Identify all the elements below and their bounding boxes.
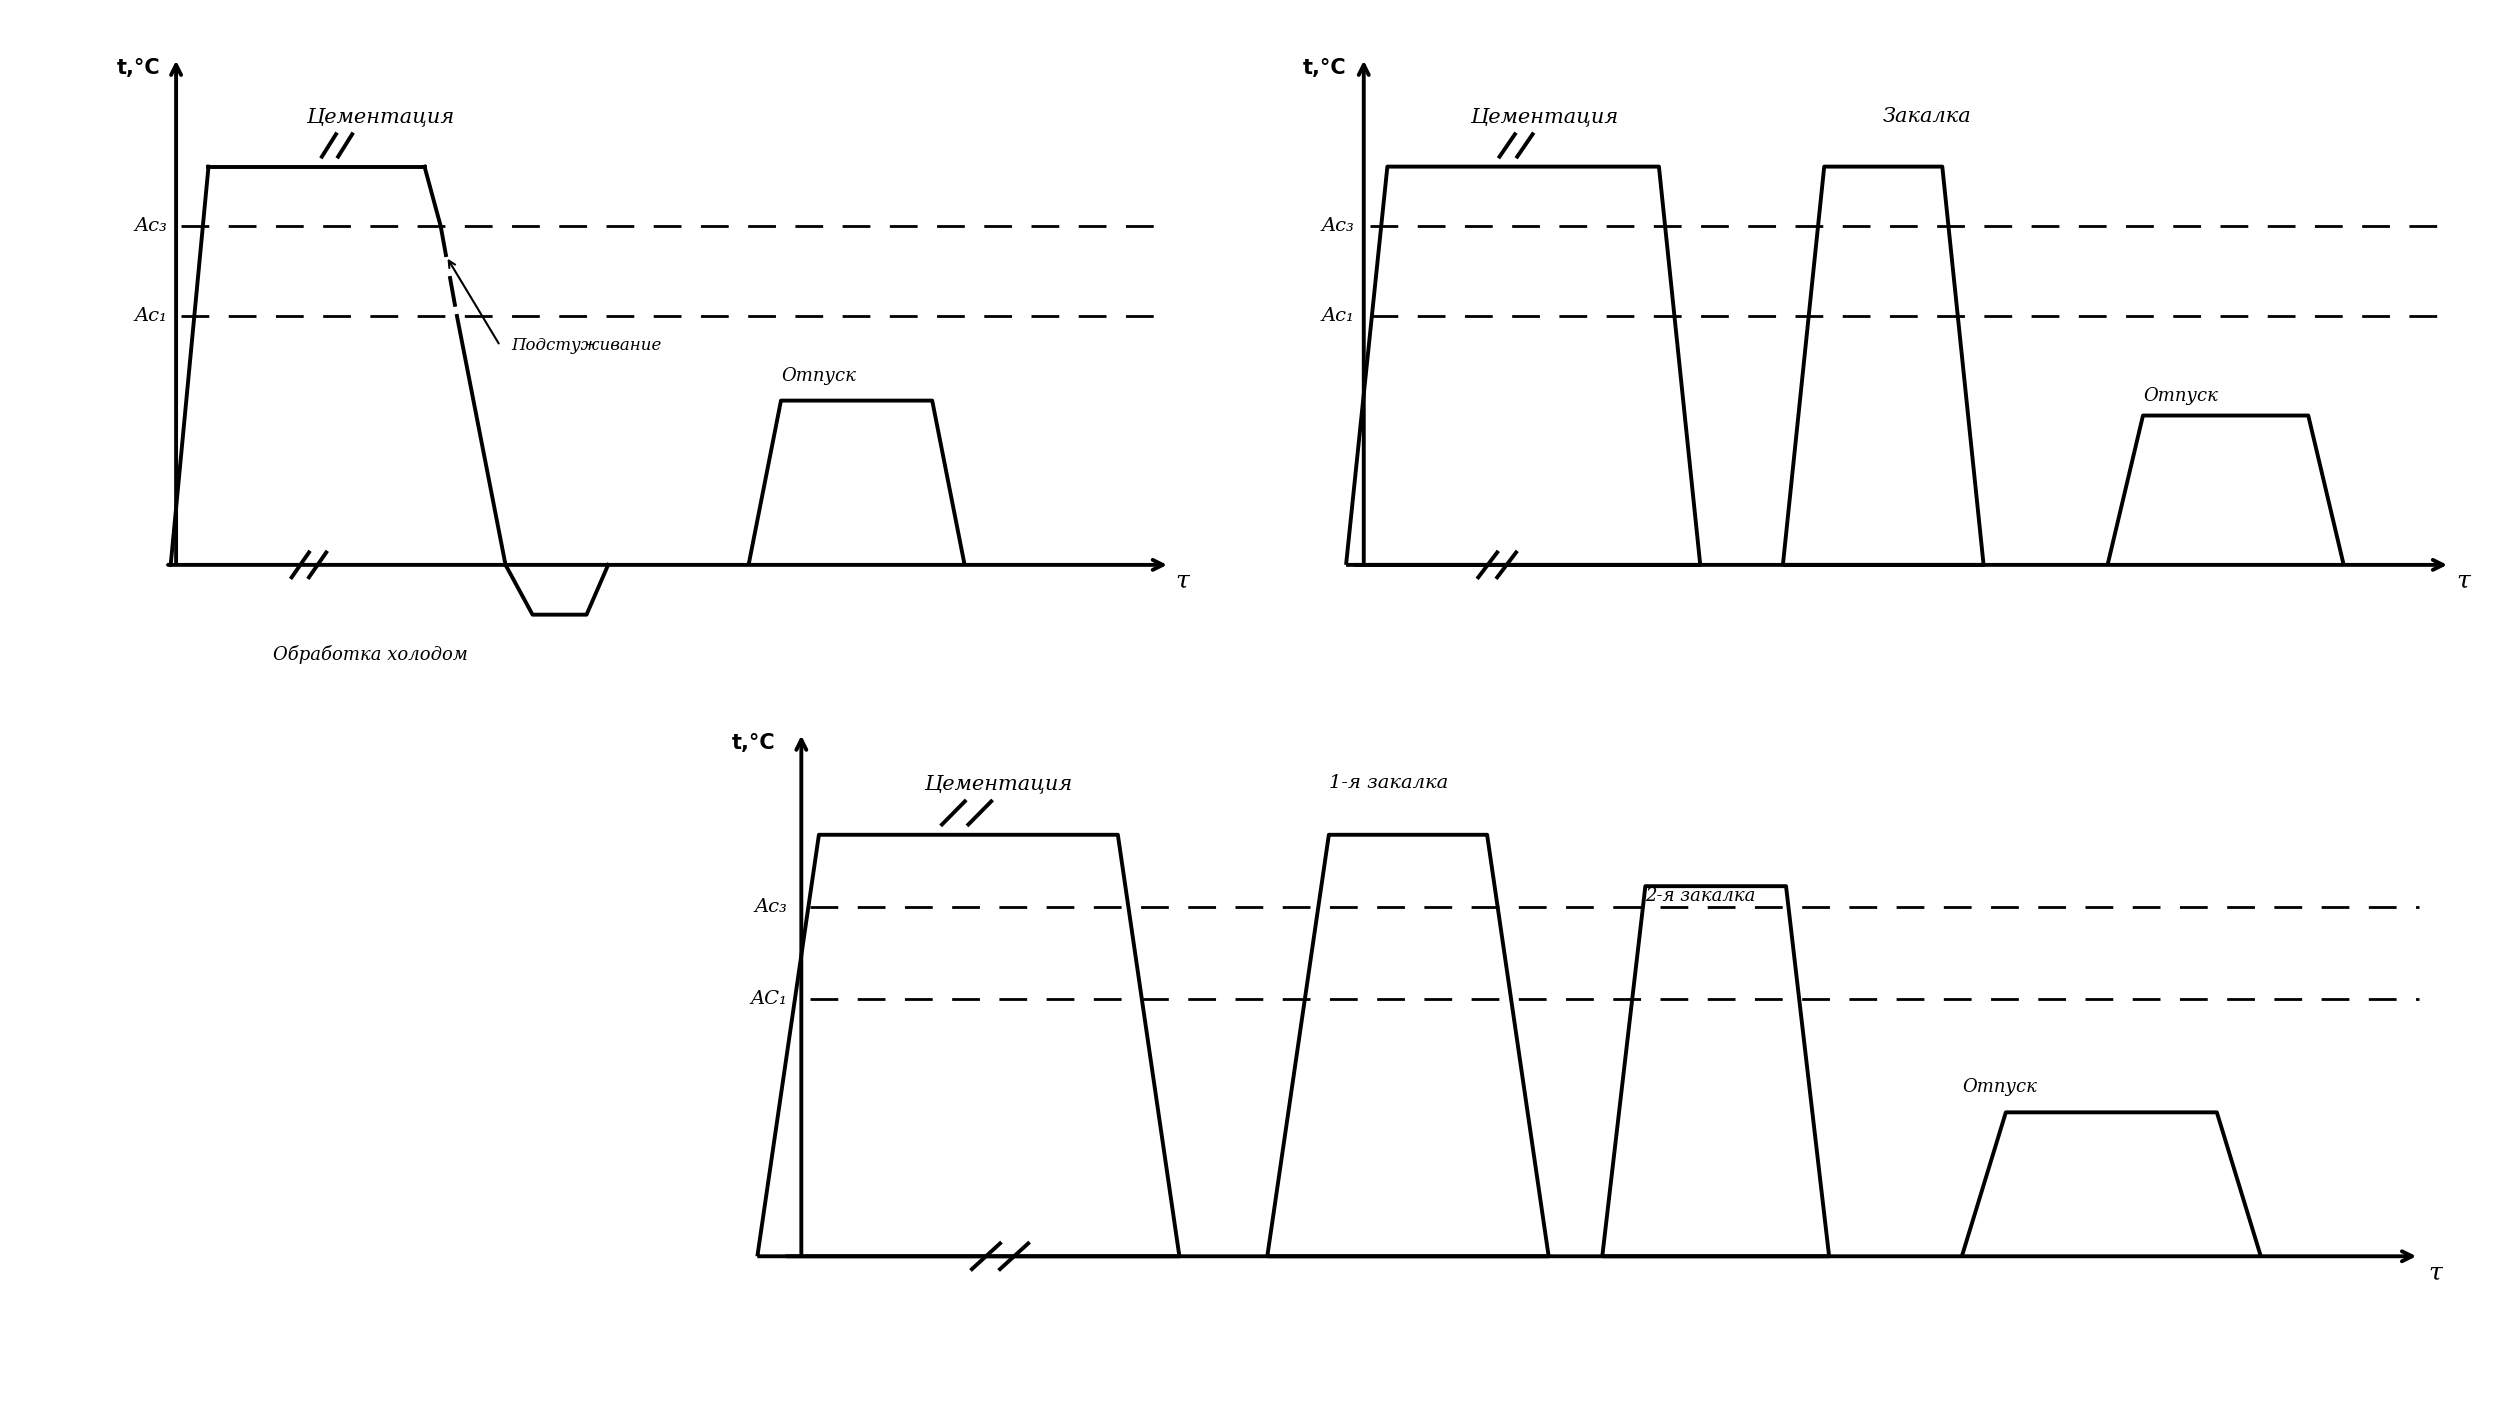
Text: Ac₃: Ac₃ [754, 898, 786, 916]
Text: Ac₃: Ac₃ [136, 218, 168, 236]
Text: Ac₁: Ac₁ [1321, 306, 1354, 325]
Text: Цементация: Цементация [924, 774, 1073, 792]
Text: Закалка: Закалка [1884, 107, 1972, 126]
Text: t,°C: t,°C [1301, 58, 1346, 77]
Text: t,°C: t,°C [116, 58, 161, 77]
Text: Ac₁: Ac₁ [136, 306, 168, 325]
Text: t,°C: t,°C [731, 733, 774, 753]
Text: Ac₃: Ac₃ [1321, 218, 1354, 236]
Text: τ: τ [2457, 570, 2469, 593]
Text: τ: τ [2427, 1262, 2442, 1284]
Text: Отпуск: Отпуск [781, 367, 857, 385]
Text: Отпуск: Отпуск [2143, 386, 2218, 405]
Text: AC₁: AC₁ [751, 991, 786, 1009]
Text: 2-я закалка: 2-я закалка [1645, 888, 1756, 905]
Text: Отпуск: Отпуск [1962, 1078, 2037, 1096]
Text: Обработка холодом: Обработка холодом [274, 645, 467, 665]
Text: Подстуживание: Подстуживание [510, 337, 661, 354]
Text: τ: τ [1176, 570, 1188, 593]
Text: Цементация: Цементация [306, 107, 455, 126]
Text: Цементация: Цементация [1470, 107, 1618, 126]
Text: 1-я закалка: 1-я закалка [1329, 774, 1447, 792]
